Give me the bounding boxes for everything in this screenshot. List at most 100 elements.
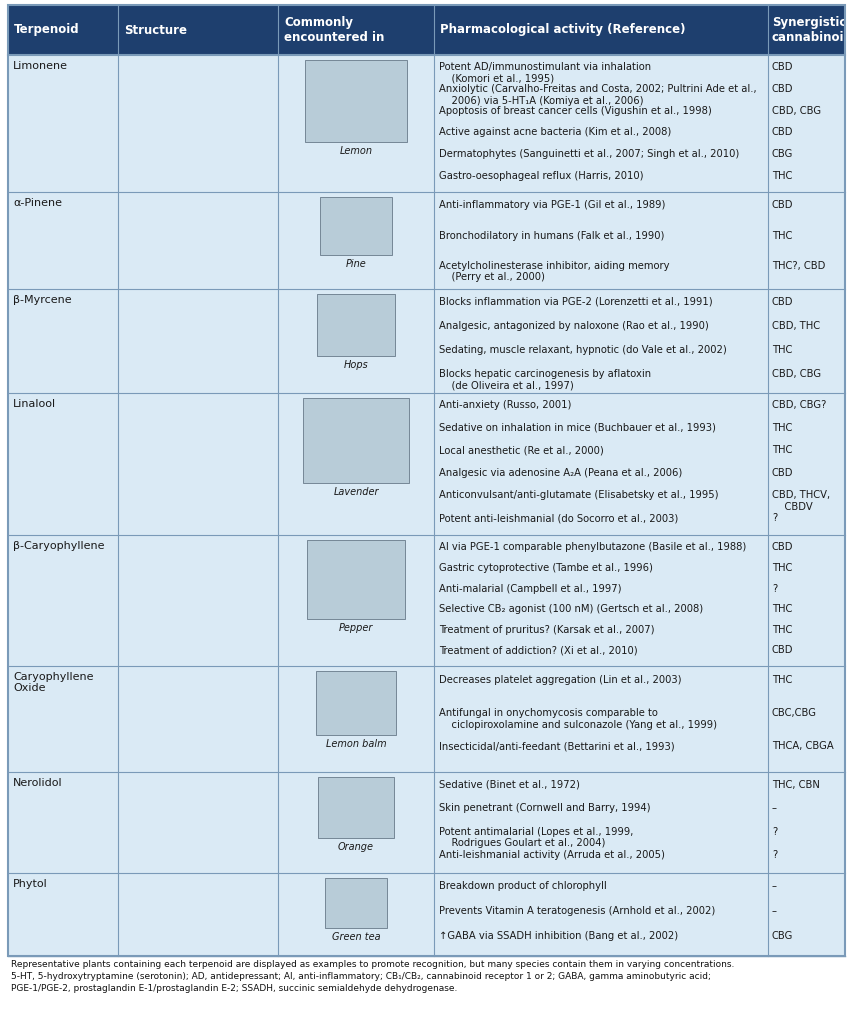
Text: Orange: Orange [337,842,373,852]
Bar [307,541,405,618]
Text: CBD, CBG: CBD, CBG [771,370,820,379]
Text: CBG: CBG [771,148,792,159]
Text: Analgesic via adenosine A₂A (Peana et al., 2006): Analgesic via adenosine A₂A (Peana et al… [439,468,682,478]
Text: Decreases platelet aggregation (Lin et al., 2003): Decreases platelet aggregation (Lin et a… [439,675,681,685]
Text: CBD: CBD [771,201,792,211]
Text: Local anesthetic (Re et al., 2000): Local anesthetic (Re et al., 2000) [439,445,603,456]
Bar [325,879,387,928]
Text: Anticonvulsant/anti-glutamate (Elisabetsky et al., 1995): Anticonvulsant/anti-glutamate (Elisabets… [439,490,717,501]
Text: ↑GABA via SSADH inhibition (Bang et al., 2002): ↑GABA via SSADH inhibition (Bang et al.,… [439,932,677,941]
Text: Blocks inflammation via PGE-2 (Lorenzetti et al., 1991): Blocks inflammation via PGE-2 (Lorenzett… [439,297,711,307]
Bar [318,777,394,838]
Text: Skin penetrant (Cornwell and Barry, 1994): Skin penetrant (Cornwell and Barry, 1994… [439,803,650,813]
Bar [8,956,844,1022]
Text: Breakdown product of chlorophyll: Breakdown product of chlorophyll [439,881,606,891]
Text: Nerolidol: Nerolidol [13,778,62,788]
Text: ?: ? [771,513,776,523]
Text: CBG: CBG [771,932,792,941]
Text: Lavender: Lavender [333,487,378,498]
Text: THC: THC [771,230,792,241]
Text: –: – [771,803,776,813]
Text: THC: THC [771,171,792,180]
Text: Lemon balm: Lemon balm [325,738,386,749]
Text: Sedative on inhalation in mice (Buchbauer et al., 1993): Sedative on inhalation in mice (Buchbaue… [439,423,715,433]
Text: Analgesic, antagonized by naloxone (Rao et al., 1990): Analgesic, antagonized by naloxone (Rao … [439,322,708,331]
Text: Sedative (Binet et al., 1972): Sedative (Binet et al., 1972) [439,779,579,790]
Text: ?: ? [771,850,776,860]
Text: Potent AD/immunostimulant via inhalation
    (Komori et al., 1995): Potent AD/immunostimulant via inhalation… [439,62,650,84]
Text: β-Caryophyllene: β-Caryophyllene [13,542,105,551]
Text: THC: THC [771,445,792,456]
Text: Gastric cytoprotective (Tambe et al., 1996): Gastric cytoprotective (Tambe et al., 19… [439,563,652,573]
Bar [304,60,407,142]
Text: Commonly
encountered in: Commonly encountered in [284,16,384,44]
Text: Phytol: Phytol [13,880,48,889]
Text: CBD: CBD [771,297,792,307]
Text: Sedating, muscle relaxant, hypnotic (do Vale et al., 2002): Sedating, muscle relaxant, hypnotic (do … [439,345,726,355]
Text: ?: ? [771,584,776,594]
Text: Hops: Hops [343,360,368,371]
Bar [320,197,392,255]
Text: CBD: CBD [771,543,792,552]
Text: Prevents Vitamin A teratogenesis (Arnhold et al., 2002): Prevents Vitamin A teratogenesis (Arnhol… [439,906,715,916]
Bar [8,5,844,55]
Text: Linalool: Linalool [13,399,56,409]
Text: Selective CB₂ agonist (100 nM) (Gertsch et al., 2008): Selective CB₂ agonist (100 nM) (Gertsch … [439,604,702,614]
Text: CBD: CBD [771,84,792,94]
Text: Bronchodilatory in humans (Falk et al., 1990): Bronchodilatory in humans (Falk et al., … [439,230,664,241]
Text: Dermatophytes (Sanguinetti et al., 2007; Singh et al., 2010): Dermatophytes (Sanguinetti et al., 2007;… [439,148,739,159]
Text: CBD, THCV,
    CBDV: CBD, THCV, CBDV [771,490,829,512]
Text: Treatment of addiction? (Xi et al., 2010): Treatment of addiction? (Xi et al., 2010… [439,645,637,655]
Text: Gastro-oesophageal reflux (Harris, 2010): Gastro-oesophageal reflux (Harris, 2010) [439,171,642,180]
Text: α-Pinene: α-Pinene [13,198,62,208]
Text: CBD, THC: CBD, THC [771,322,819,331]
Text: CBC,CBG: CBC,CBG [771,708,816,718]
Text: Potent anti-leishmanial (do Socorro et al., 2003): Potent anti-leishmanial (do Socorro et a… [439,513,677,523]
Text: Potent antimalarial (Lopes et al., 1999,
    Rodrigues Goulart et al., 2004): Potent antimalarial (Lopes et al., 1999,… [439,826,633,848]
Text: Insecticidal/anti-feedant (Bettarini et al., 1993): Insecticidal/anti-feedant (Bettarini et … [439,741,674,751]
Text: Anxiolytic (Carvalho-Freitas and Costa, 2002; Pultrini Ade et al.,
    2006) via: Anxiolytic (Carvalho-Freitas and Costa, … [439,84,756,105]
Text: CBD, CBG?: CBD, CBG? [771,400,826,411]
Bar [302,398,409,483]
Text: ?: ? [771,826,776,837]
Text: CBD: CBD [771,468,792,478]
Text: Antifungal in onychomycosis comparable to
    ciclopiroxolamine and sulconazole : Antifungal in onychomycosis comparable t… [439,708,717,729]
Text: THC?, CBD: THC?, CBD [771,261,825,270]
Text: Active against acne bacteria (Kim et al., 2008): Active against acne bacteria (Kim et al.… [439,127,671,137]
Text: Anti-leishmanial activity (Arruda et al., 2005): Anti-leishmanial activity (Arruda et al.… [439,850,664,860]
Text: THC: THC [771,625,792,635]
Text: Pine: Pine [345,259,366,269]
Text: THC: THC [771,345,792,355]
Text: Anti-malarial (Campbell et al., 1997): Anti-malarial (Campbell et al., 1997) [439,584,621,594]
Text: THC: THC [771,604,792,614]
Text: AI via PGE-1 comparable phenylbutazone (Basile et al., 1988): AI via PGE-1 comparable phenylbutazone (… [439,543,746,552]
Text: Pepper: Pepper [338,623,373,633]
Text: CBD: CBD [771,127,792,137]
Text: Limonene: Limonene [13,61,68,71]
Text: THC: THC [771,563,792,573]
Text: Acetylcholinesterase inhibitor, aiding memory
    (Perry et al., 2000): Acetylcholinesterase inhibitor, aiding m… [439,261,669,283]
Text: Anti-anxiety (Russo, 2001): Anti-anxiety (Russo, 2001) [439,400,571,411]
Text: THC, CBN: THC, CBN [771,779,819,790]
Text: Apoptosis of breast cancer cells (Vigushin et al., 1998): Apoptosis of breast cancer cells (Vigush… [439,105,711,116]
Text: Anti-inflammatory via PGE-1 (Gil et al., 1989): Anti-inflammatory via PGE-1 (Gil et al.,… [439,201,665,211]
Text: Pharmacological activity (Reference): Pharmacological activity (Reference) [440,24,685,37]
Text: Blocks hepatic carcinogenesis by aflatoxin
    (de Oliveira et al., 1997): Blocks hepatic carcinogenesis by aflatox… [439,370,650,391]
Text: Terpenoid: Terpenoid [14,24,79,37]
Text: CBD: CBD [771,645,792,655]
Text: Representative plants containing each terpenoid are displayed as examples to pro: Representative plants containing each te… [11,961,734,992]
Text: THC: THC [771,675,792,685]
Text: CBD, CBG: CBD, CBG [771,105,820,116]
Text: β-Myrcene: β-Myrcene [13,295,72,305]
Text: THCA, CBGA: THCA, CBGA [771,741,832,751]
Text: Green tea: Green tea [331,932,380,942]
Text: Structure: Structure [124,24,187,37]
Text: THC: THC [771,423,792,433]
Text: Treatment of pruritus? (Karsak et al., 2007): Treatment of pruritus? (Karsak et al., 2… [439,625,653,635]
Text: Synergistic
cannabinoid: Synergistic cannabinoid [771,16,852,44]
Text: CBD: CBD [771,62,792,73]
Text: –: – [771,881,776,891]
Bar [317,294,394,356]
Text: –: – [771,906,776,916]
Text: Lemon: Lemon [339,146,372,157]
